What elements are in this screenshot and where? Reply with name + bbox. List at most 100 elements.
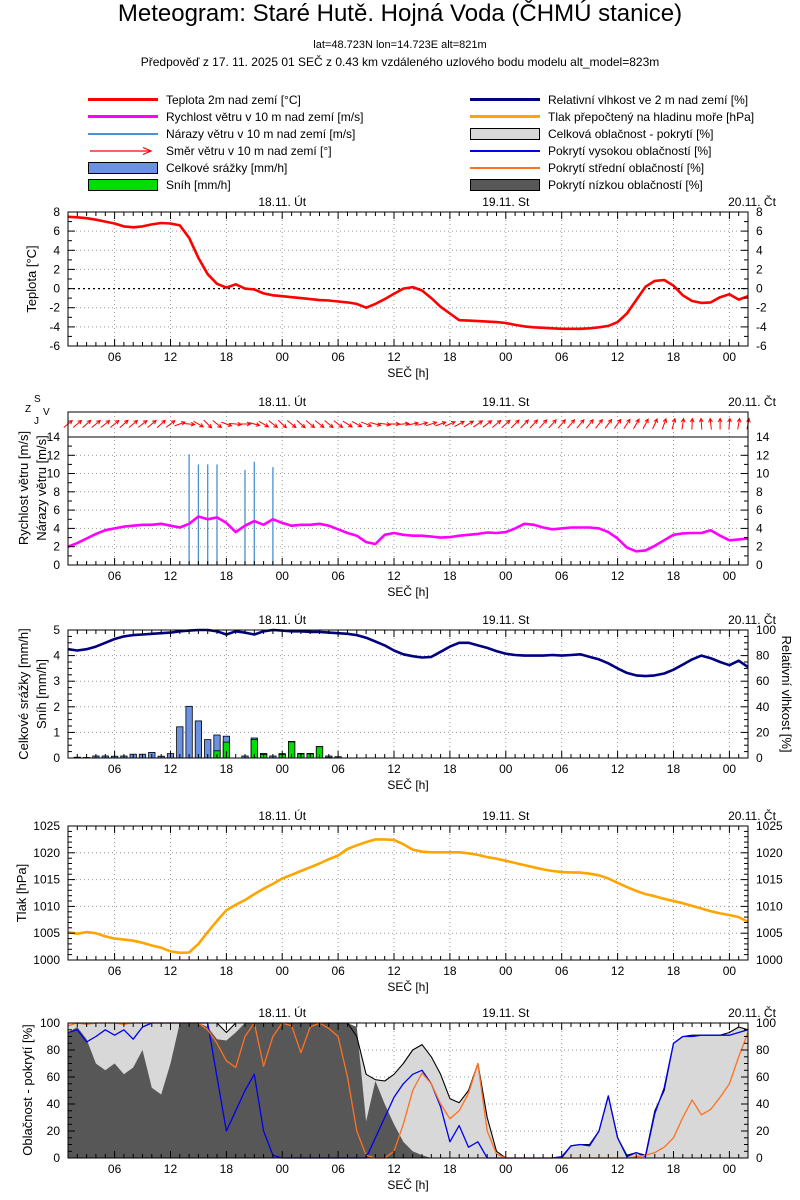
legend-label-high-cloud: Pokrytí vysokou oblačností [%] — [548, 143, 712, 158]
y-tick-label: 4 — [53, 649, 60, 663]
y-tick-label: 14 — [47, 430, 61, 444]
y-tick-label: 40 — [756, 700, 770, 714]
x-tick-label: 00 — [499, 762, 513, 776]
y-tick-label: 1005 — [33, 926, 60, 940]
x-tick-label: 00 — [499, 350, 513, 364]
x-tick-label: 06 — [331, 762, 345, 776]
y-tick-label: -6 — [49, 339, 60, 353]
y-tick-label: 80 — [756, 649, 770, 663]
x-tick-label: 06 — [555, 1162, 569, 1176]
wind-direction-arrow — [147, 419, 157, 428]
wind-direction-arrow — [342, 420, 354, 428]
wind-direction-arrow — [727, 417, 732, 430]
x-tick-label: 12 — [164, 964, 178, 978]
wind-direction-arrow — [736, 417, 742, 430]
day-label: 19.11. St — [482, 613, 530, 627]
y-tick-label: 60 — [756, 1070, 770, 1084]
wind-direction-arrow — [454, 420, 466, 428]
y-tick-label: 2 — [756, 540, 763, 554]
x-tick-label: 06 — [331, 350, 345, 364]
x-tick-label: 00 — [276, 1162, 290, 1176]
y-tick-label: 0 — [53, 558, 60, 572]
y-tick-label: -2 — [756, 301, 767, 315]
y-tick-label: 0 — [756, 558, 763, 572]
wind-direction-arrow — [268, 420, 279, 429]
wind-direction-arrow — [576, 418, 585, 429]
legend-item-humidity: Relativní vlhkost ve 2 m nad zemí [%] — [470, 91, 748, 108]
rain-bar — [185, 705, 193, 759]
legend-swatch-wind-speed — [88, 115, 158, 118]
subtitle-forecast-info: Předpověď z 17. 11. 2025 01 SEČ z 0.43 k… — [140, 55, 660, 69]
wind-direction-arrow — [595, 418, 603, 429]
wind-direction-arrow — [314, 420, 325, 429]
y-tick-label: 8 — [53, 205, 60, 219]
x-tick-label: 00 — [723, 964, 737, 978]
x-tick-label: 00 — [276, 762, 290, 776]
y-tick-label: 1015 — [33, 873, 60, 887]
x-tick-label: 18 — [667, 350, 681, 364]
day-label: 20.11. Čt — [728, 808, 776, 823]
x-tick-label: 06 — [108, 1162, 122, 1176]
wind-direction-arrow — [174, 421, 186, 427]
wind-direction-arrow — [623, 418, 631, 429]
wind-direction-arrow — [463, 420, 475, 428]
legend-item-mid-cloud: Pokrytí střední oblačností [%] — [470, 159, 704, 176]
x-tick-label: 00 — [276, 569, 290, 583]
x-tick-label: 06 — [331, 1162, 345, 1176]
legend-item-pressure: Tlak přepočtený na hladinu moře [hPa] — [470, 108, 754, 125]
y-tick-label: -2 — [49, 301, 60, 315]
low-cloud-area — [68, 1023, 748, 1158]
wind-direction-arrow — [333, 420, 344, 429]
legend-label-wind-gusts: Nárazy větru v 10 m nad zemí [m/s] — [166, 126, 356, 141]
x-tick-label: 06 — [555, 350, 569, 364]
x-tick-label: 18 — [220, 964, 234, 978]
x-axis-title: SEČ [h] — [387, 584, 428, 599]
wind-direction-arrow — [277, 419, 288, 429]
wind-direction-arrow — [286, 420, 297, 429]
x-tick-label: 12 — [387, 569, 401, 583]
wind-direction-arrow — [212, 420, 223, 429]
x-tick-label: 18 — [667, 569, 681, 583]
x-tick-label: 00 — [276, 350, 290, 364]
y-tick-label: 6 — [756, 503, 763, 517]
legend-item-temperature: Teplota 2m nad zemí [°C] — [88, 91, 301, 108]
y-tick-label: 0 — [53, 1151, 60, 1165]
wind-direction-arrow — [239, 421, 252, 427]
legend-item-high-cloud: Pokrytí vysokou oblačností [%] — [470, 142, 711, 159]
day-label: 18.11. Út — [258, 1005, 306, 1020]
wind-direction-arrow — [248, 422, 261, 427]
day-label: 18.11. Út — [258, 808, 306, 823]
wind-direction-arrow — [100, 419, 111, 428]
wind-direction-arrow — [128, 419, 139, 428]
plot-border — [67, 411, 749, 566]
y-tick-label: 80 — [756, 1043, 770, 1057]
x-tick-label: 18 — [220, 762, 234, 776]
wind-direction-arrow — [671, 417, 677, 430]
y-tick-label: -4 — [756, 320, 767, 334]
legend-swatch-mid-cloud — [470, 166, 540, 169]
x-tick-label: 06 — [108, 762, 122, 776]
compass-south-label: J — [34, 416, 39, 427]
day-label: 20.11. Čt — [728, 194, 776, 209]
wind-direction-arrow — [520, 419, 530, 429]
x-tick-label: 18 — [220, 1162, 234, 1176]
y-tick-label: 1025 — [756, 819, 783, 833]
wind-direction-arrow — [529, 419, 539, 429]
legend-swatch-temperature — [88, 98, 158, 101]
y-tick-label: 1010 — [33, 899, 60, 913]
wind-direction-arrow — [416, 421, 429, 426]
y-tick-label: 4 — [756, 243, 763, 257]
legend-swatch-wind-gusts — [88, 132, 158, 135]
legend-label-wind-speed: Rychlost větru v 10 m nad zemí [m/s] — [166, 109, 364, 124]
legend-item-precipitation: Celkové srážky [mm/h] — [88, 159, 287, 176]
legend-label-pressure: Tlak přepočtený na hladinu moře [hPa] — [548, 109, 755, 124]
wind-direction-arrow — [137, 419, 148, 428]
plot-border — [67, 825, 749, 961]
y-tick-label: 14 — [756, 430, 770, 444]
wind-direction-arrow — [221, 421, 233, 427]
legend-swatch-wind-direction — [88, 146, 158, 156]
y-tick-label: 4 — [53, 521, 60, 535]
y-tick-label: 8 — [53, 485, 60, 499]
y-tick-label: 5 — [53, 623, 60, 637]
wind-direction-arrow — [652, 418, 658, 430]
